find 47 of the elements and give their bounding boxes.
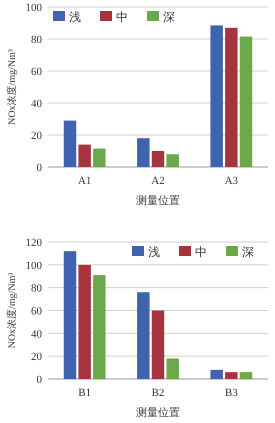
legend-label: 浅: [69, 10, 81, 24]
legend-label: 中: [116, 10, 128, 24]
bar: [240, 372, 252, 379]
bar: [137, 138, 150, 167]
x-tick-label: B3: [224, 387, 238, 399]
y-tick-label: 40: [31, 98, 42, 110]
x-tick-label: A2: [151, 175, 165, 187]
bar: [210, 370, 223, 379]
y-tick-label: 0: [36, 162, 42, 174]
legend-label: 中: [195, 245, 207, 259]
legend-label: 深: [163, 10, 175, 24]
bar: [64, 120, 76, 167]
y-tick-label: 20: [31, 351, 42, 364]
y-tick-label: 60: [31, 306, 42, 318]
bar: [137, 292, 150, 379]
y-tick-label: 100: [26, 260, 42, 272]
bar: [152, 151, 164, 167]
bar: [225, 28, 238, 167]
y-tick-label: 0: [36, 374, 42, 386]
y-tick-label: 100: [26, 2, 42, 14]
x-tick-label: A1: [78, 175, 92, 187]
y-axis-title: NOx浓度/mg/Nm³: [6, 272, 18, 348]
y-axis-title: NOx浓度/mg/Nm³: [6, 49, 18, 125]
bar: [93, 148, 106, 167]
x-tick-label: B2: [152, 387, 164, 399]
x-tick-label: B1: [78, 387, 92, 399]
bar: [166, 154, 179, 167]
bar: [152, 310, 164, 379]
y-tick-label: 20: [31, 130, 42, 142]
y-tick-label: 80: [31, 282, 42, 295]
bar: [225, 372, 238, 379]
bar: [93, 275, 106, 379]
x-tick-label: A3: [224, 175, 239, 187]
y-tick-label: 80: [31, 34, 42, 46]
bar: [78, 144, 91, 167]
bar: [64, 251, 76, 379]
y-tick-label: 40: [31, 328, 42, 340]
y-tick-label: 60: [31, 66, 42, 78]
bar: [78, 264, 91, 379]
x-axis-title: 测量位置: [136, 195, 180, 207]
legend-label: 浅: [148, 245, 160, 259]
y-tick-label: 120: [26, 237, 42, 249]
bar: [166, 358, 179, 379]
x-axis-title: 测量位置: [136, 407, 180, 419]
bar: [210, 25, 223, 167]
bar: [240, 36, 252, 167]
legend-label: 深: [242, 245, 254, 259]
